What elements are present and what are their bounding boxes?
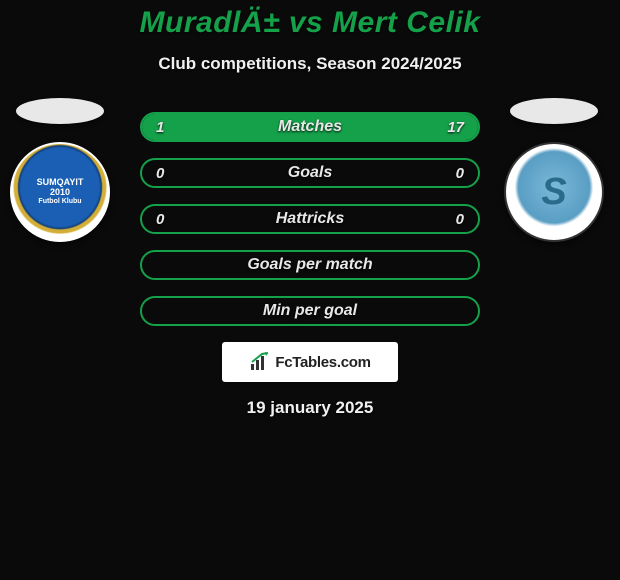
- page-title: MuradlÄ± vs Mert Celik: [0, 6, 620, 40]
- left-player-silhouette: [16, 98, 104, 124]
- stat-label: Goals: [142, 164, 478, 182]
- stats-list: 1Matches170Goals00Hattricks0Goals per ma…: [140, 112, 480, 326]
- subtitle: Club competitions, Season 2024/2025: [0, 54, 620, 74]
- stat-right-value: 0: [456, 165, 464, 182]
- left-club-logo-text: SUMQAYIT 2010 Futbol Klubu: [37, 178, 84, 205]
- left-logo-line2: 2010: [37, 188, 84, 198]
- stat-right-value: 0: [456, 211, 464, 228]
- right-player-silhouette: [510, 98, 598, 124]
- main-area: SUMQAYIT 2010 Futbol Klubu S 1Matches17 0…: [0, 112, 620, 418]
- stat-right-value: 17: [447, 119, 464, 136]
- infographic-container: MuradlÄ± vs Mert Celik Club competitions…: [0, 0, 620, 418]
- left-player-block: SUMQAYIT 2010 Futbol Klubu: [16, 98, 110, 242]
- stat-label: Min per goal: [142, 302, 478, 320]
- stat-row: 1Matches17: [140, 112, 480, 142]
- stat-fill-right: [166, 114, 478, 140]
- right-club-logo-letter: S: [541, 171, 566, 214]
- left-logo-line3: Futbol Klubu: [37, 198, 84, 206]
- stat-row: 0Goals0: [140, 158, 480, 188]
- branding-text: FcTables.com: [275, 354, 370, 371]
- stat-row: Goals per match: [140, 250, 480, 280]
- chart-icon: [249, 351, 271, 373]
- stat-label: Goals per match: [142, 256, 478, 274]
- stat-row: Min per goal: [140, 296, 480, 326]
- date-label: 19 january 2025: [0, 398, 620, 418]
- stat-row: 0Hattricks0: [140, 204, 480, 234]
- stat-left-value: 0: [156, 165, 164, 182]
- stat-left-value: 0: [156, 211, 164, 228]
- branding-badge: FcTables.com: [222, 342, 398, 382]
- right-player-block: S: [510, 98, 604, 242]
- right-club-logo: S: [504, 142, 604, 242]
- left-club-logo: SUMQAYIT 2010 Futbol Klubu: [10, 142, 110, 242]
- stat-left-value: 1: [156, 119, 164, 136]
- stat-label: Hattricks: [142, 210, 478, 228]
